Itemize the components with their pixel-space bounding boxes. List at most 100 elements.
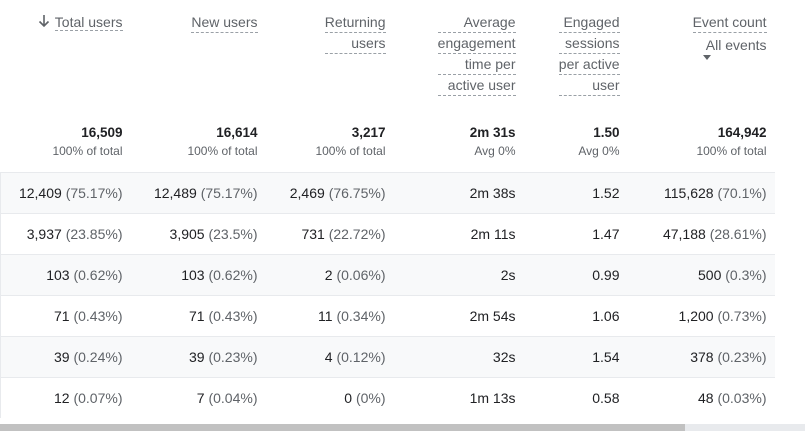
table-cell: 731 (22.72%): [265, 213, 394, 255]
cell-value: 12,409: [18, 185, 62, 201]
cell-value: 47,188: [662, 226, 706, 242]
cell-value: 115,628: [664, 185, 714, 201]
arrow-down-icon[interactable]: [37, 14, 51, 28]
total-subtext: 100% of total: [187, 144, 258, 158]
cell-percent: (70.1%): [717, 185, 767, 201]
cell-percent: (0.06%): [336, 267, 386, 283]
table-cell: 12 (0.07%): [0, 377, 131, 418]
cell-percent: (22.72%): [328, 226, 386, 242]
header-label: Total users: [54, 14, 123, 31]
header-label: Engaged: [558, 12, 620, 33]
horizontal-scrollbar[interactable]: [0, 424, 805, 431]
cell-value: 0: [344, 390, 353, 406]
cell-percent: (0.24%): [73, 349, 123, 365]
cell-percent: (0.3%): [725, 267, 767, 283]
total-cell: 164,942 100% of total: [628, 124, 775, 173]
caret-down-icon[interactable]: [702, 55, 711, 60]
total-value: 164,942: [717, 125, 767, 140]
total-value: 1.50: [593, 125, 620, 140]
total-cell: 16,614 100% of total: [131, 124, 266, 173]
table-row[interactable]: 103 (0.62%) 103 (0.62%) 2 (0.06%) 2s 0.99 500…: [0, 254, 775, 296]
cell-percent: (0.43%): [208, 308, 258, 324]
cell-percent: (0.62%): [73, 267, 123, 283]
cell-percent: (23.85%): [65, 226, 123, 242]
report-table-container: Total users New users Returning users Av…: [0, 0, 775, 418]
total-subtext: Avg 0%: [474, 144, 516, 158]
total-subtext: Avg 0%: [578, 144, 620, 158]
cell-value: 39: [189, 349, 205, 365]
header-row: Total users New users Returning users Av…: [1, 0, 775, 124]
cell-percent: (0.04%): [208, 390, 258, 406]
cell-value: 48: [698, 390, 714, 406]
cell-percent: (23.5%): [208, 226, 258, 242]
cell-value: 3,937: [26, 226, 62, 242]
header-label: engagement: [437, 33, 516, 54]
total-cell: 3,217 100% of total: [266, 124, 394, 173]
cell-value: 103: [46, 267, 70, 283]
header-average-engagement-time[interactable]: Average engagement time per active user: [394, 0, 524, 124]
table-cell: 103 (0.62%): [0, 254, 131, 296]
event-filter-dropdown[interactable]: All events: [693, 35, 767, 60]
cell-value: 1m 13s: [469, 390, 516, 406]
header-new-users[interactable]: New users: [131, 0, 266, 124]
cell-percent: (0.43%): [73, 308, 123, 324]
cell-value: 0.99: [592, 267, 620, 283]
cell-value: 0.58: [592, 390, 620, 406]
cell-value: 1,200: [678, 308, 714, 324]
table-cell: 2s: [393, 254, 524, 296]
cell-percent: (75.17%): [200, 185, 258, 201]
scrollbar-thumb[interactable]: [0, 424, 685, 431]
table-cell: 2 (0.06%): [265, 254, 394, 296]
table-cell: 39 (0.24%): [0, 336, 131, 378]
header-returning-users[interactable]: Returning users: [266, 0, 394, 124]
table-row[interactable]: 3,937 (23.85%) 3,905 (23.5%) 731 (22.72%) 2…: [0, 213, 775, 255]
table-cell: 3,905 (23.5%): [130, 213, 266, 255]
table-cell: 12,409 (75.17%): [0, 172, 131, 214]
header-label: users: [324, 33, 386, 54]
table-cell: 71 (0.43%): [0, 295, 131, 337]
header-event-count[interactable]: Event count All events: [628, 0, 775, 124]
cell-value: 71: [189, 308, 205, 324]
table-cell: 1.52: [523, 172, 628, 214]
cell-value: 71: [54, 308, 70, 324]
cell-percent: (0.34%): [336, 308, 386, 324]
report-table: Total users New users Returning users Av…: [0, 0, 775, 418]
cell-percent: (0.03%): [717, 390, 767, 406]
total-value: 16,614: [216, 125, 258, 140]
cell-value: 2s: [500, 267, 516, 283]
cell-value: 2,469: [289, 185, 325, 201]
header-label: Average: [437, 12, 516, 33]
table-cell: 1,200 (0.73%): [627, 295, 775, 337]
cell-value: 39: [54, 349, 70, 365]
header-engaged-sessions[interactable]: Engaged sessions per active user: [524, 0, 628, 124]
cell-percent: (0%): [355, 390, 386, 406]
cell-value: 1.52: [592, 185, 620, 201]
table-row[interactable]: 39 (0.24%) 39 (0.23%) 4 (0.12%) 32s 1.54 378 …: [0, 336, 775, 378]
cell-value: 12: [54, 390, 70, 406]
table-row[interactable]: 12 (0.07%) 7 (0.04%) 0 (0%) 1m 13s 0.58 48 (0…: [0, 377, 775, 418]
cell-percent: (0.73%): [717, 308, 767, 324]
table-cell: 7 (0.04%): [130, 377, 266, 418]
table-cell: 1.47: [523, 213, 628, 255]
table-cell: 0.99: [523, 254, 628, 296]
table-cell: 1.06: [523, 295, 628, 337]
cell-value: 2m 38s: [469, 185, 516, 201]
total-subtext: 100% of total: [696, 144, 767, 158]
header-total-users[interactable]: Total users: [1, 0, 131, 124]
cell-percent: (76.75%): [328, 185, 386, 201]
table-row[interactable]: 71 (0.43%) 71 (0.43%) 11 (0.34%) 2m 54s 1.06…: [0, 295, 775, 337]
header-label: per active: [558, 54, 620, 75]
total-cell: 2m 31s Avg 0%: [394, 124, 524, 173]
table-cell: 103 (0.62%): [130, 254, 266, 296]
cell-percent: (0.23%): [717, 349, 767, 365]
table-row[interactable]: 12,409 (75.17%) 12,489 (75.17%) 2,469 (76.…: [0, 172, 775, 214]
total-cell: 1.50 Avg 0%: [524, 124, 628, 173]
table-cell: 2m 11s: [393, 213, 524, 255]
cell-value: 2m 54s: [469, 308, 516, 324]
table-cell: 2,469 (76.75%): [265, 172, 394, 214]
header-label: Returning: [324, 12, 386, 33]
cell-value: 12,489: [153, 185, 197, 201]
total-subtext: 100% of total: [315, 144, 386, 158]
table-cell: 71 (0.43%): [130, 295, 266, 337]
header-label: Event count: [692, 12, 767, 33]
